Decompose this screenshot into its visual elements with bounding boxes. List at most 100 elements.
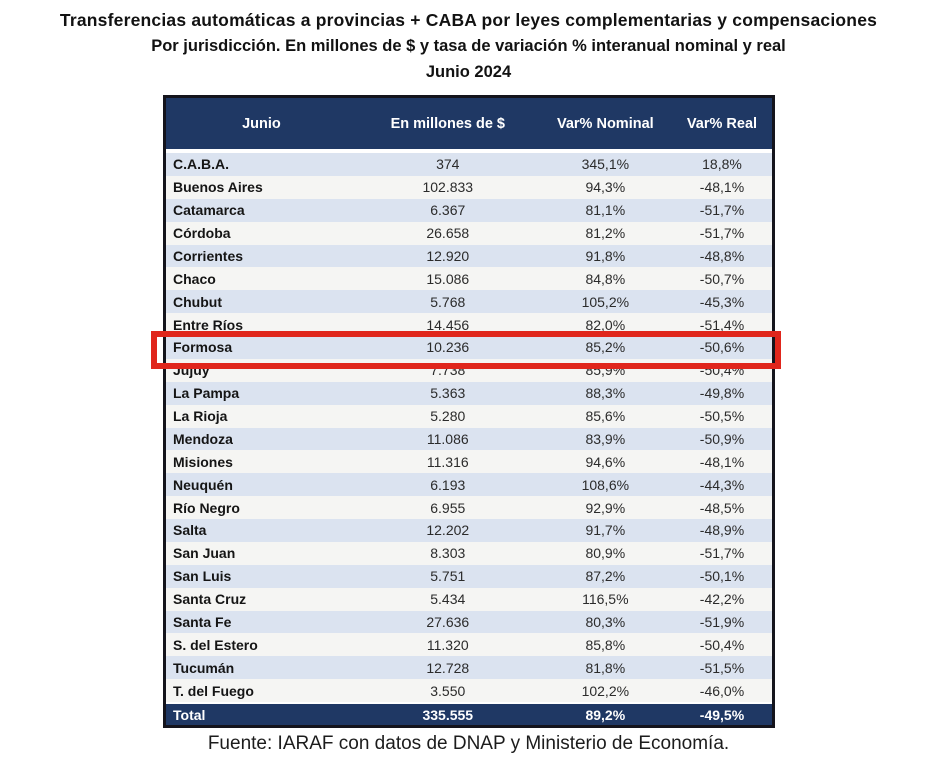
table-row-s-del-estero: S. del Estero 11.320 85,8% -50,4% bbox=[166, 633, 772, 657]
millones-cell: 27.636 bbox=[426, 613, 470, 630]
millones-cell: 11.316 bbox=[426, 453, 469, 470]
total-var-nominal-cell: 89,2% bbox=[585, 706, 626, 723]
millones-cell: 5.751 bbox=[430, 568, 466, 585]
var-real-cell: -51,9% bbox=[699, 613, 745, 630]
var-nominal-cell: 91,7% bbox=[585, 522, 626, 539]
millones-cell: 11.086 bbox=[426, 430, 469, 447]
table-row-corrientes: Corrientes 12.920 91,8% -48,8% bbox=[166, 244, 772, 268]
column-header-millones: En millones de $ bbox=[390, 115, 505, 132]
source-note: Fuente: IARAF con datos de DNAP y Minist… bbox=[207, 733, 730, 754]
table-row-santa-cruz: Santa Cruz 5.434 116,5% -42,2% bbox=[166, 587, 772, 611]
var-real-cell: -51,4% bbox=[699, 316, 745, 333]
var-nominal-cell: 85,9% bbox=[585, 362, 626, 379]
jurisdiction-cell: Río Negro bbox=[173, 499, 240, 516]
jurisdiction-cell: Mendoza bbox=[173, 430, 233, 447]
millones-cell: 12.728 bbox=[426, 659, 470, 676]
var-real-cell: -45,3% bbox=[699, 293, 745, 310]
var-real-cell: -51,7% bbox=[699, 202, 745, 219]
var-real-cell: -49,8% bbox=[699, 385, 745, 402]
column-header-var-real: Var% Real bbox=[686, 115, 758, 132]
jurisdiction-cell: S. del Estero bbox=[173, 636, 258, 653]
table-row-chaco: Chaco 15.086 84,8% -50,7% bbox=[166, 267, 772, 291]
jurisdiction-cell: La Pampa bbox=[173, 385, 240, 402]
var-real-cell: -51,5% bbox=[699, 659, 745, 676]
millones-cell: 6.955 bbox=[430, 499, 466, 516]
millones-cell: 102.833 bbox=[422, 179, 474, 196]
total-label: Total bbox=[173, 706, 206, 723]
millones-cell: 5.280 bbox=[430, 408, 466, 425]
table-row-c-rdoba: Córdoba 26.658 81,2% -51,7% bbox=[166, 221, 772, 245]
jurisdiction-cell: C.A.B.A. bbox=[173, 156, 229, 173]
jurisdiction-cell: Santa Cruz bbox=[173, 591, 247, 608]
var-real-cell: -48,5% bbox=[699, 499, 745, 516]
jurisdiction-cell: San Juan bbox=[173, 545, 236, 562]
table-row-jujuy: Jujuy 7.738 85,9% -50,4% bbox=[166, 358, 772, 382]
var-nominal-cell: 345,1% bbox=[581, 156, 630, 173]
var-nominal-cell: 81,2% bbox=[585, 225, 626, 242]
jurisdiction-cell: Santa Fe bbox=[173, 613, 232, 630]
table-row-catamarca: Catamarca 6.367 81,1% -51,7% bbox=[166, 198, 772, 222]
table-row-san-luis: San Luis 5.751 87,2% -50,1% bbox=[166, 564, 772, 588]
var-real-cell: -50,9% bbox=[699, 430, 745, 447]
jurisdiction-cell: Buenos Aires bbox=[173, 179, 263, 196]
table-row-mendoza: Mendoza 11.086 83,9% -50,9% bbox=[166, 427, 772, 451]
total-var-real-cell: -49,5% bbox=[699, 706, 745, 723]
var-nominal-cell: 94,3% bbox=[585, 179, 626, 196]
var-nominal-cell: 108,6% bbox=[581, 476, 630, 493]
table-row-c-a-b-a-: C.A.B.A. 374 345,1% 18,8% bbox=[166, 153, 772, 176]
millones-cell: 3.550 bbox=[430, 682, 466, 699]
var-nominal-cell: 81,1% bbox=[585, 202, 626, 219]
var-nominal-cell: 85,8% bbox=[585, 636, 626, 653]
var-real-cell: 18,8% bbox=[702, 156, 742, 173]
var-nominal-cell: 84,8% bbox=[585, 270, 626, 287]
title-block: Transferencias automáticas a provincias … bbox=[0, 7, 937, 85]
millones-cell: 10.236 bbox=[426, 339, 470, 356]
table-row-salta: Salta 12.202 91,7% -48,9% bbox=[166, 519, 772, 542]
jurisdiction-cell: Córdoba bbox=[173, 225, 231, 242]
millones-cell: 15.086 bbox=[426, 270, 470, 287]
var-real-cell: -44,3% bbox=[699, 476, 745, 493]
var-nominal-cell: 116,5% bbox=[582, 591, 629, 608]
transfers-table: Junio En millones de $ Var% Nominal Var%… bbox=[163, 95, 775, 728]
var-real-cell: -50,5% bbox=[699, 408, 745, 425]
var-real-cell: -48,1% bbox=[699, 179, 745, 196]
jurisdiction-cell: Entre Ríos bbox=[173, 316, 244, 333]
table-row-neuqu-n: Neuquén 6.193 108,6% -44,3% bbox=[166, 473, 772, 497]
var-nominal-cell: 85,2% bbox=[585, 339, 626, 356]
var-nominal-cell: 83,9% bbox=[585, 430, 626, 447]
table-row-san-juan: San Juan 8.303 80,9% -51,7% bbox=[166, 541, 772, 565]
table-total-row: Total 335.555 89,2% -49,5% bbox=[166, 702, 772, 725]
table-row-entre-r-os: Entre Ríos 14.456 82,0% -51,4% bbox=[166, 313, 772, 336]
table-row-formosa: Formosa 10.236 85,2% -50,6% bbox=[166, 336, 772, 359]
var-nominal-cell: 87,2% bbox=[585, 568, 626, 585]
millones-cell: 7.738 bbox=[430, 362, 466, 379]
table-row-la-rioja: La Rioja 5.280 85,6% -50,5% bbox=[166, 404, 772, 428]
table-row-r-o-negro: Río Negro 6.955 92,9% -48,5% bbox=[166, 496, 772, 519]
table-header-row: Junio En millones de $ Var% Nominal Var%… bbox=[166, 98, 772, 153]
var-real-cell: -48,1% bbox=[699, 453, 745, 470]
var-nominal-cell: 85,6% bbox=[585, 408, 626, 425]
var-real-cell: -48,8% bbox=[699, 247, 745, 264]
var-nominal-cell: 80,3% bbox=[585, 613, 626, 630]
table-row-la-pampa: La Pampa 5.363 88,3% -49,8% bbox=[166, 381, 772, 405]
var-real-cell: -50,4% bbox=[699, 636, 745, 653]
var-real-cell: -48,9% bbox=[699, 522, 745, 539]
chart-period: Junio 2024 bbox=[425, 63, 512, 81]
table-row-misiones: Misiones 11.316 94,6% -48,1% bbox=[166, 450, 772, 474]
jurisdiction-cell: T. del Fuego bbox=[173, 682, 254, 699]
var-real-cell: -50,4% bbox=[699, 362, 745, 379]
jurisdiction-cell: Catamarca bbox=[173, 202, 245, 219]
total-millones-cell: 335.555 bbox=[422, 706, 474, 723]
chart-subtitle: Por jurisdicción. En millones de $ y tas… bbox=[151, 37, 786, 55]
var-nominal-cell: 102,2% bbox=[581, 682, 630, 699]
chart-title: Transferencias automáticas a provincias … bbox=[59, 10, 878, 30]
jurisdiction-cell: Chaco bbox=[173, 270, 216, 287]
column-header-junio: Junio bbox=[242, 115, 281, 132]
millones-cell: 5.434 bbox=[430, 591, 466, 608]
millones-cell: 14.456 bbox=[426, 316, 470, 333]
table-row-t-del-fuego: T. del Fuego 3.550 102,2% -46,0% bbox=[166, 679, 772, 702]
jurisdiction-cell: Misiones bbox=[173, 453, 233, 470]
jurisdiction-cell: Tucumán bbox=[173, 659, 235, 676]
jurisdiction-cell: San Luis bbox=[173, 568, 232, 585]
